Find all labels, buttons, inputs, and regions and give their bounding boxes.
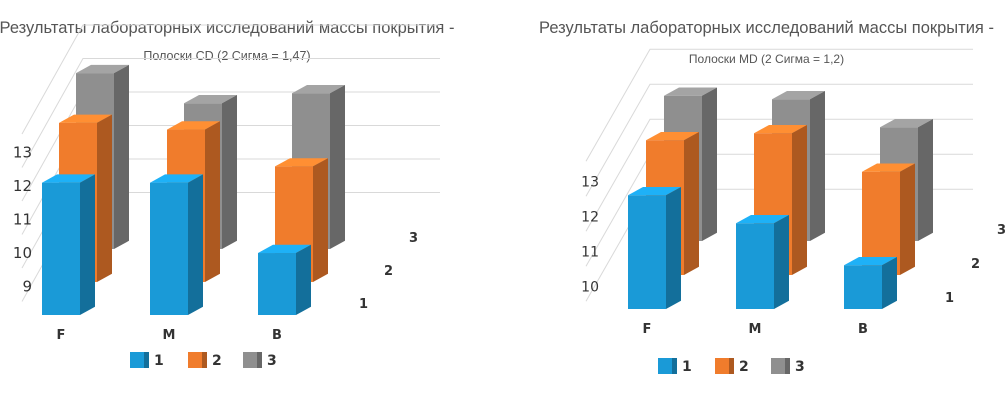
chart-panel-md: Результаты лабораторных исследований мас… — [503, 0, 1006, 413]
chart-title: Результаты лабораторных исследований мас… — [0, 19, 455, 37]
legend-swatch-side — [729, 358, 734, 374]
y-tick-label: 13 — [581, 174, 599, 190]
legend-swatch — [771, 358, 785, 374]
gridline — [21, 24, 440, 135]
legend-swatch-side — [672, 358, 677, 374]
gridline — [21, 58, 440, 168]
legend-swatch — [658, 358, 672, 374]
y-tick-label: 12 — [581, 209, 599, 225]
legend-label: 2 — [212, 353, 222, 369]
chart-panel-cd: Результаты лабораторных исследований мас… — [0, 0, 500, 413]
category-label: M — [749, 322, 762, 337]
legend-swatch-side — [785, 358, 790, 374]
depth-axis-label: 3 — [997, 223, 1006, 238]
legend-swatch — [130, 352, 144, 368]
depth-axis-label: 2 — [971, 257, 980, 272]
legend-label: 3 — [267, 353, 277, 369]
chart-subtitle: Полоски MD (2 Сигма = 1,2) — [688, 52, 845, 66]
legend-swatch — [243, 352, 257, 368]
gridline — [585, 48, 973, 162]
legend-swatch-side — [144, 352, 149, 368]
category-label: B — [272, 328, 282, 343]
legend-swatch — [715, 358, 729, 374]
y-tick-label: 10 — [581, 279, 599, 295]
y-tick-label: 11 — [581, 244, 599, 260]
bar-series-1-B — [258, 244, 311, 315]
legend-label: 3 — [795, 359, 805, 375]
y-tick-label: 9 — [22, 278, 32, 296]
legend-swatch-side — [257, 352, 262, 368]
bar-series-1-M — [736, 215, 789, 309]
legend-label: 1 — [154, 353, 164, 369]
depth-axis-label: 2 — [384, 264, 393, 279]
category-label: B — [858, 322, 868, 337]
chart-title: Результаты лабораторных исследований мас… — [539, 19, 994, 37]
y-tick-label: 12 — [13, 177, 32, 195]
depth-axis-label: 1 — [359, 297, 368, 312]
legend: 1 2 3 — [130, 352, 277, 369]
chart-subtitle: Полоски CD (2 Сигма = 1,47) — [143, 49, 311, 63]
depth-axis-label: 1 — [945, 291, 954, 306]
category-label: M — [163, 328, 176, 343]
bar-series-1-F — [628, 187, 681, 309]
y-tick-label: 10 — [13, 244, 32, 262]
legend-label: 2 — [739, 359, 749, 375]
bar-series-1-M — [150, 174, 203, 315]
depth-axis-label: 3 — [409, 231, 418, 246]
gridline — [585, 83, 973, 197]
bar-series-1-B — [844, 257, 897, 309]
legend-swatch-side — [202, 352, 207, 368]
gridline — [585, 118, 973, 232]
bar-series-1-F — [42, 174, 95, 315]
category-label: F — [57, 328, 66, 343]
category-label: F — [643, 322, 652, 337]
legend-label: 1 — [682, 359, 692, 375]
y-tick-label: 13 — [13, 144, 32, 162]
y-tick-label: 11 — [13, 211, 32, 229]
legend-swatch — [188, 352, 202, 368]
legend: 1 2 3 — [658, 358, 805, 375]
